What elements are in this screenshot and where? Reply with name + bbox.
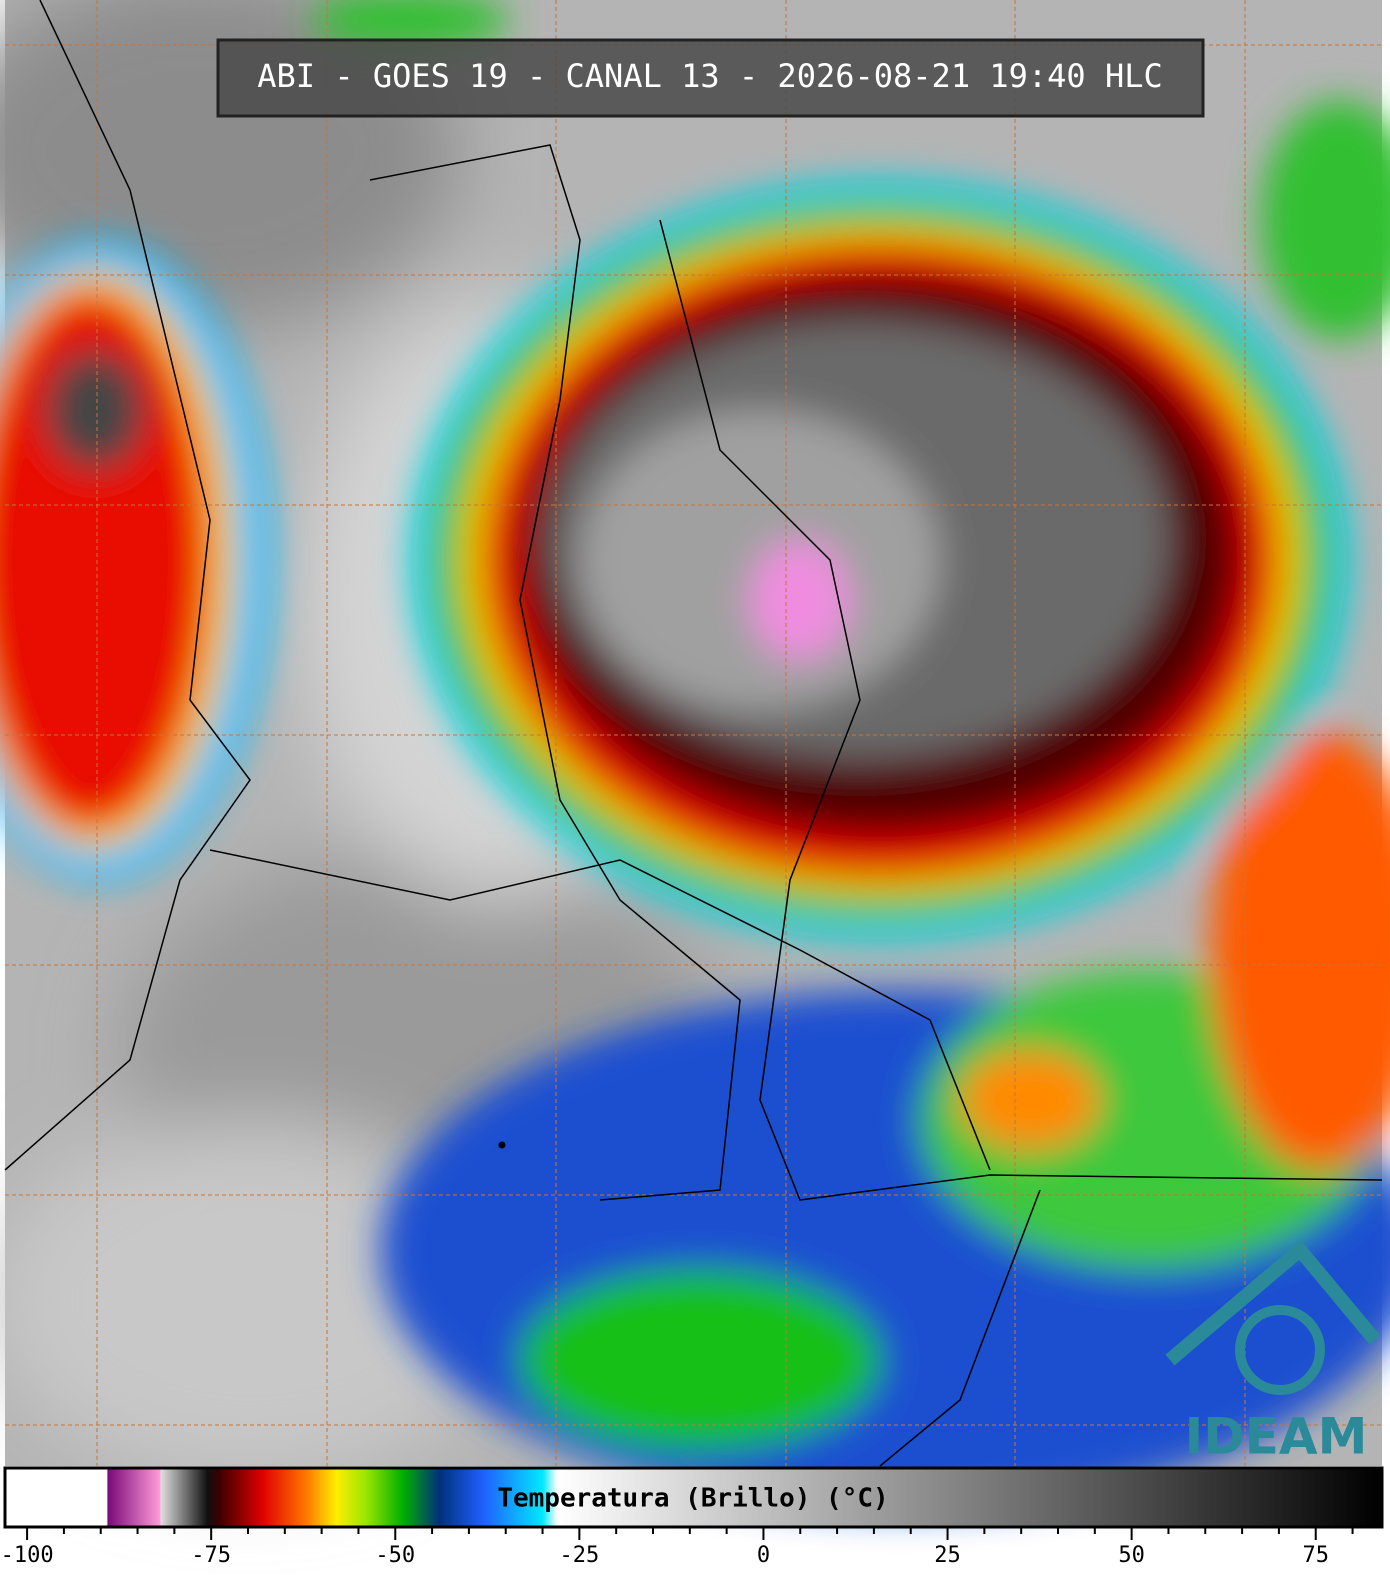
tick-label: 50 — [1118, 1543, 1145, 1568]
tick-label: -25 — [559, 1543, 599, 1568]
tick-label: -50 — [375, 1543, 415, 1568]
tick-label: 0 — [757, 1543, 770, 1568]
colorbar: Temperatura (Brillo) (°C) -100 -75 -50 -25 0… — [1, 1466, 1384, 1568]
tick-label: 75 — [1302, 1543, 1329, 1568]
colorbar-label: Temperatura (Brillo) (°C) — [497, 1484, 888, 1514]
tick-label: 25 — [934, 1543, 961, 1568]
logo-text: IDEAM — [1185, 1408, 1368, 1466]
satellite-image: IDEAM — [0, 0, 1390, 1510]
title-box: ABI - GOES 19 - CANAL 13 - 2026-08-21 19… — [216, 38, 1205, 118]
tick-label: -100 — [1, 1543, 54, 1568]
title: ABI - GOES 19 - CANAL 13 - 2026-08-21 19… — [257, 57, 1162, 95]
logo: IDEAM — [1165, 1240, 1381, 1466]
tick-label: -75 — [191, 1543, 231, 1568]
